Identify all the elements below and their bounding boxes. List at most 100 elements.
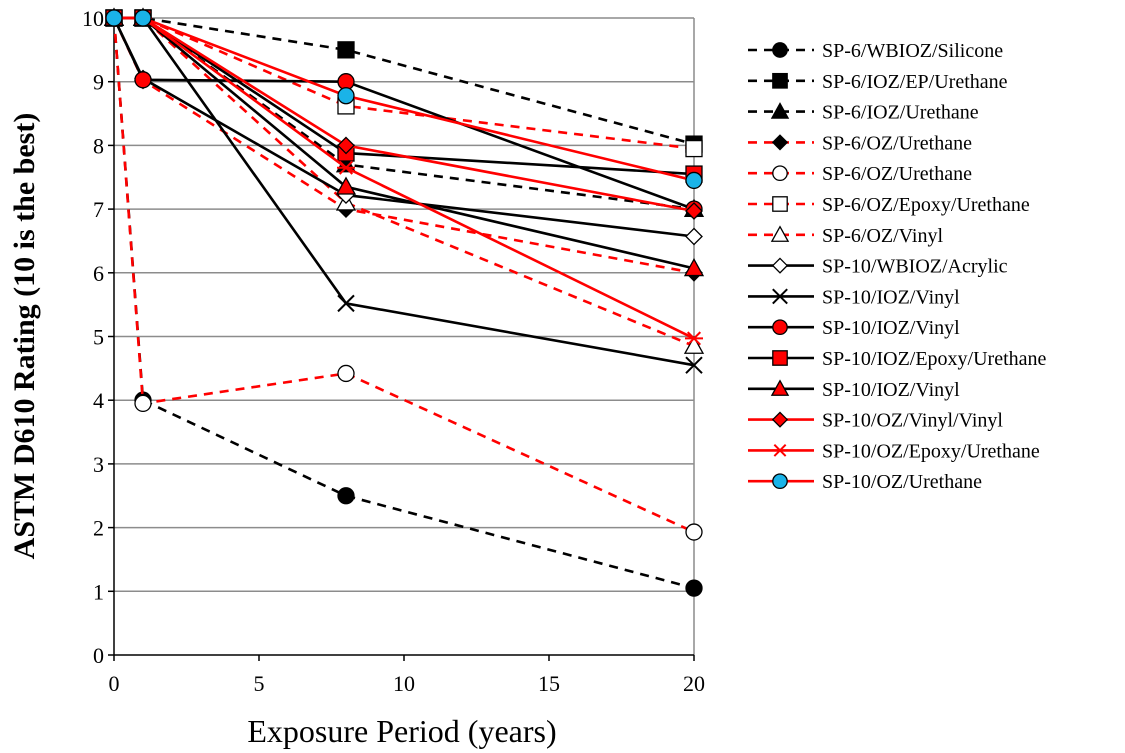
legend-entry: SP-6/OZ/Vinyl (748, 225, 943, 247)
x-tick-label: 0 (109, 671, 120, 696)
legend-label: SP-10/OZ/Urethane (822, 471, 982, 493)
data-point (772, 350, 788, 366)
legend-entry: SP-10/IOZ/Vinyl (748, 317, 960, 339)
tick-labels: 0 1 2 3 4 5 6 7 8 9 10 0 5 10 15 20 (82, 6, 705, 696)
legend-label: SP-6/OZ/Epoxy/Urethane (822, 194, 1030, 216)
data-point (770, 379, 790, 396)
legend-label: SP-10/IOZ/Vinyl (822, 379, 960, 401)
data-point (770, 225, 790, 242)
data-point (772, 165, 788, 182)
y-tick-label: 10 (82, 6, 104, 31)
series-line (114, 16, 695, 146)
legend-label: SP-6/IOZ/Urethane (822, 102, 979, 124)
legend-label: SP-6/OZ/Vinyl (822, 225, 943, 247)
legend-label: SP-6/OZ/Urethane (822, 132, 972, 154)
y-tick-label: 4 (93, 388, 104, 413)
legend-entry: SP-6/IOZ/EP/Urethane (748, 71, 1008, 93)
legend-entry: SP-10/OZ/Vinyl/Vinyl (748, 410, 1003, 432)
legend-label: SP-10/IOZ/Vinyl (822, 317, 960, 339)
legend-entry: SP-10/OZ/Urethane (748, 471, 982, 493)
data-point (685, 171, 703, 190)
data-point (772, 42, 788, 58)
data-point (683, 335, 705, 354)
legend-label: SP-6/IOZ/EP/Urethane (822, 71, 1008, 93)
x-tick-label: 10 (393, 671, 415, 696)
data-point (105, 9, 123, 27)
legend-entry: SP-10/IOZ/Vinyl (748, 286, 960, 308)
data-point (685, 202, 703, 220)
y-tick-label: 1 (93, 579, 104, 604)
data-point (685, 227, 703, 246)
legend-label: SP-10/WBIOZ/Acrylic (822, 256, 1008, 278)
data-point (337, 160, 355, 175)
data-point (683, 258, 705, 277)
y-tick-label: 3 (93, 452, 104, 477)
legend-entry: SP-10/IOZ/Vinyl (748, 379, 960, 401)
series-lines (103, 7, 705, 597)
y-tick-label: 2 (93, 516, 104, 541)
data-point (772, 72, 788, 89)
series-line (112, 17, 695, 534)
legend-entry: SP-6/OZ/Urethane (748, 163, 972, 185)
data-point (337, 364, 355, 383)
series-line (114, 16, 695, 211)
legend-entry: SP-6/OZ/Urethane (748, 132, 972, 154)
y-tick-label: 7 (93, 197, 104, 222)
legend: SP-6/WBIOZ/Silicone SP-6/IOZ/EP/Urethane S… (748, 40, 1047, 493)
data-point (772, 319, 788, 336)
legend-label: SP-10/OZ/Vinyl/Vinyl (822, 410, 1003, 432)
x-tick-label: 20 (683, 671, 705, 696)
series-line (114, 16, 695, 150)
y-tick-label: 9 (93, 70, 104, 95)
data-point (337, 294, 355, 313)
data-point (134, 9, 152, 27)
data-point (685, 356, 703, 374)
data-point (772, 288, 788, 305)
legend-entry: SP-10/IOZ/Epoxy/Urethane (748, 348, 1047, 370)
legend-entry: SP-6/IOZ/Urethane (748, 102, 979, 124)
series-line (114, 16, 695, 213)
data-point (337, 487, 355, 505)
data-point (337, 41, 355, 59)
legend-label: SP-10/OZ/Epoxy/Urethane (822, 440, 1040, 462)
series-15 (105, 9, 703, 190)
data-point (771, 411, 789, 428)
data-point (771, 134, 789, 151)
data-point (134, 71, 152, 89)
data-point (337, 87, 355, 105)
data-point (134, 394, 152, 413)
legend-entry: SP-6/WBIOZ/Silicone (748, 40, 1003, 62)
data-point (685, 139, 703, 158)
data-point (685, 331, 703, 346)
legend-label: SP-6/WBIOZ/Silicone (822, 40, 1003, 62)
series-6 (105, 9, 703, 158)
y-axis-title: ASTM D610 Rating (10 is the best) (8, 113, 41, 560)
x-axis-title: Exposure Period (years) (247, 713, 556, 749)
data-point (772, 196, 788, 212)
data-point (335, 176, 357, 195)
gridlines (114, 17, 695, 655)
legend-entry: SP-10/OZ/Epoxy/Urethane (748, 440, 1040, 462)
y-tick-label: 5 (93, 325, 104, 350)
data-point (772, 473, 788, 490)
data-point (771, 257, 789, 274)
data-point (685, 523, 703, 541)
series-line (114, 16, 695, 182)
series-line (112, 17, 695, 238)
y-tick-label: 6 (93, 261, 104, 286)
data-point (337, 136, 355, 155)
data-point (771, 444, 789, 457)
series-line (114, 16, 695, 367)
legend-label: SP-10/IOZ/Epoxy/Urethane (822, 348, 1047, 370)
x-tick-label: 5 (254, 671, 265, 696)
y-tick-label: 8 (93, 133, 104, 158)
legend-entry: SP-10/WBIOZ/Acrylic (748, 256, 1008, 278)
data-point (770, 102, 790, 119)
legend-label: SP-6/OZ/Urethane (822, 163, 972, 185)
series-line (112, 17, 695, 590)
y-tick-label: 0 (93, 643, 104, 668)
series-1 (105, 9, 703, 597)
legend-entry: SP-6/OZ/Epoxy/Urethane (748, 194, 1030, 216)
series-line (114, 16, 695, 348)
